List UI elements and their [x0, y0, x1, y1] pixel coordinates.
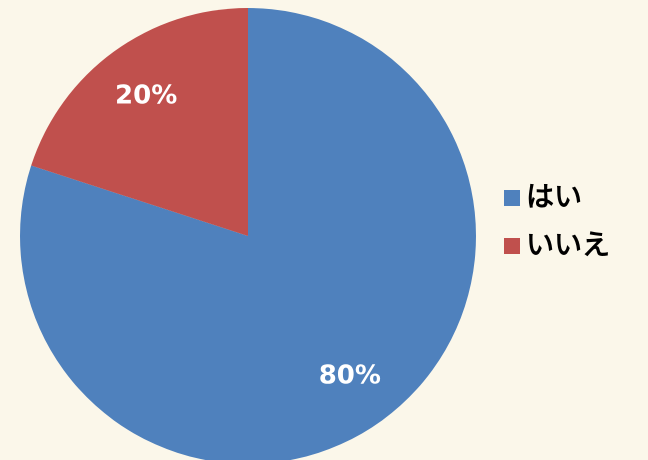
- legend-swatch: [504, 238, 520, 254]
- legend-label: いいえ: [526, 228, 610, 261]
- pie-slice: [31, 8, 248, 236]
- value-label: 80%: [319, 361, 381, 391]
- pie-slice: [20, 8, 476, 460]
- legend-label: はい: [526, 180, 582, 213]
- legend-swatch: [504, 190, 520, 206]
- value-label: 20%: [115, 80, 177, 110]
